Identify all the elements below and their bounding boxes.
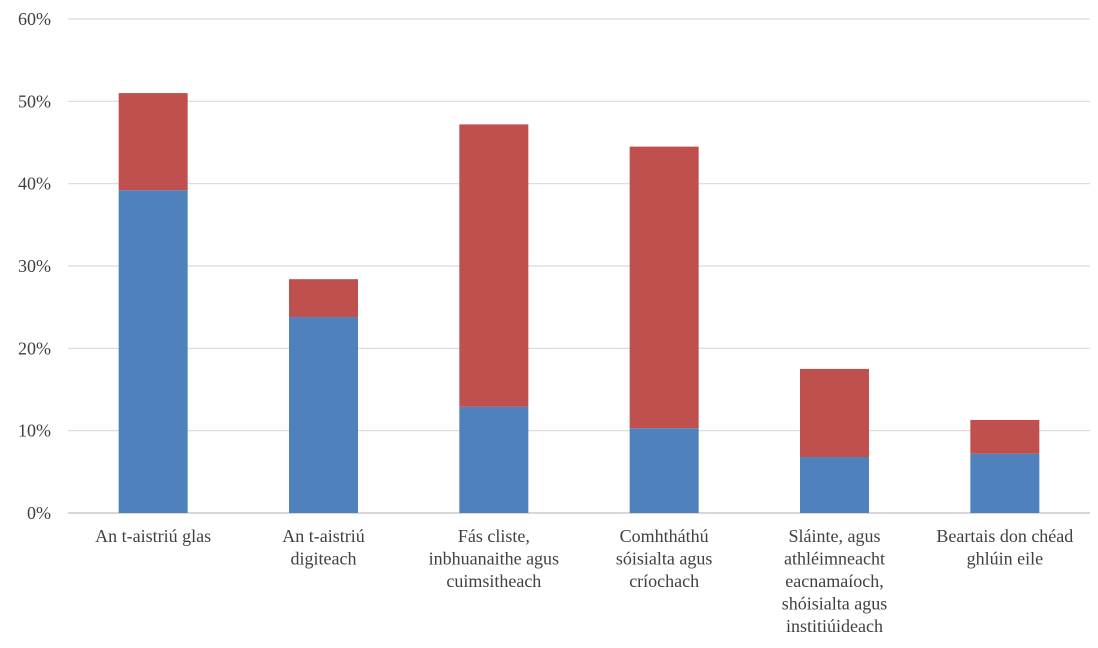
bar-segment-series-1 [289,317,358,513]
x-category-label: Beartais don chéad ghlúin eile [936,526,1073,569]
x-category-label-line: eacnamaíoch, [785,571,883,591]
x-category-label-line: Sláinte, agus [789,526,881,546]
y-tick-label: 50% [18,91,51,111]
x-category-label: An t-aistriú digiteach [282,526,365,569]
bars [118,93,1040,513]
x-axis-category-labels: An t-aistriú glas An t-aistriú digiteach Fá… [95,526,1073,636]
bar-segment-series-1 [800,457,869,513]
x-category-label: Comhtháthú sóisialta agus críochach [616,526,713,591]
y-tick-label: 20% [18,338,51,358]
x-category-label-line: An t-aistriú glas [95,526,211,546]
x-category-label-line: digiteach [291,549,357,569]
x-category-label-line: An t-aistriú [282,526,365,546]
y-tick-label: 60% [18,9,51,29]
x-category-label-line: críochach [629,571,699,591]
bar-segment-series-1 [970,453,1040,513]
x-category-label-line: Beartais don chéad [936,526,1073,546]
gridlines [68,18,1090,514]
bar-segment-series-1 [459,406,529,513]
x-category-label: An t-aistriú glas [95,526,211,546]
bar-segment-series-2 [970,419,1040,454]
x-category-label-line: Comhtháthú [620,526,709,546]
bar-segment-series-1 [629,428,699,513]
x-category-label-line: institiúideach [786,616,883,636]
x-category-label-line: cuimsitheach [446,571,541,591]
x-category-label-line: Fás cliste, [458,526,530,546]
x-category-label-line: athléimneacht [784,549,885,569]
y-axis-ticks: 0% 10% 20% 30% 40% 50% 60% [18,9,51,523]
bar-segment-series-1 [118,190,188,513]
x-category-label-line: ghlúin eile [967,549,1043,569]
bar-segment-series-2 [459,124,529,407]
x-category-label-line: shóisialta agus [782,594,888,614]
x-category-label-line: sóisialta agus [616,549,713,569]
y-tick-label: 40% [18,174,51,194]
bar-segment-series-2 [118,93,188,191]
bar-segment-series-2 [289,279,358,318]
y-tick-label: 10% [18,421,51,441]
y-tick-label: 0% [27,503,51,523]
x-category-label: Fás cliste, inbhuanaithe agus cuimsitheach [429,526,559,591]
y-tick-label: 30% [18,256,51,276]
x-category-label-line: inbhuanaithe agus [429,549,559,569]
bar-segment-series-2 [629,146,699,429]
x-category-label: Sláinte, agus athléimneacht eacnamaíoch, sh… [782,526,888,636]
bar-segment-series-2 [800,368,869,458]
